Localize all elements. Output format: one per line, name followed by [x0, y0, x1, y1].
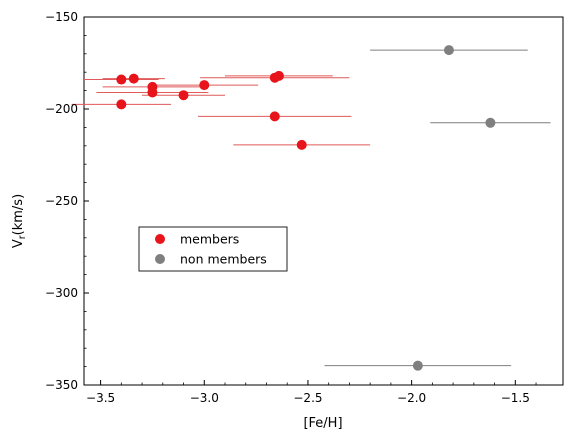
legend-label-members: members — [180, 232, 239, 247]
y-tick-label: −150 — [45, 10, 78, 24]
y-tick-label: −300 — [45, 286, 78, 300]
y-axis-label-symbol: V — [11, 239, 26, 248]
y-axis-label: Vr(km/s) — [11, 194, 28, 248]
data-point-non-members — [412, 360, 423, 371]
plot-border — [83, 16, 564, 386]
data-markers — [116, 45, 496, 371]
y-tick-label: −250 — [45, 194, 78, 208]
legend: members non members — [138, 226, 288, 272]
x-axis-label: [Fe/H] — [303, 416, 342, 431]
x-tick-label: −3.0 — [190, 391, 219, 405]
x-tick-label: −2.5 — [293, 391, 322, 405]
x-tick-label: −2.0 — [397, 391, 426, 405]
axis-tick-labels: −3.5 −3.0 −2.5 −2.0 −1.5 −350 −300 −250 −200 −150 — [45, 10, 530, 405]
data-point-members — [116, 99, 127, 110]
data-point-members — [116, 74, 127, 85]
legend-box — [138, 226, 288, 272]
data-point-non-members — [443, 45, 454, 56]
y-axis-label-subscript: r — [17, 235, 28, 239]
data-point-members — [269, 111, 280, 122]
x-tick-label: −1.5 — [501, 391, 530, 405]
y-tick-label: −350 — [45, 378, 78, 392]
error-bars — [71, 49, 551, 367]
data-point-non-members — [485, 117, 496, 128]
x-tick-label: −3.5 — [86, 391, 115, 405]
legend-marker-non-members — [155, 254, 165, 264]
y-axis-label-unit: (km/s) — [11, 194, 26, 236]
data-point-members — [199, 80, 210, 91]
plot-frame — [83, 16, 564, 386]
data-point-members — [128, 73, 139, 84]
data-point-members — [178, 90, 189, 101]
y-tick-label: −200 — [45, 102, 78, 116]
data-point-members — [273, 70, 284, 81]
axis-ticks — [84, 16, 537, 386]
data-point-members — [296, 139, 307, 150]
legend-label-non-members: non members — [180, 252, 267, 267]
legend-marker-members — [155, 234, 165, 244]
data-point-members — [147, 87, 158, 98]
